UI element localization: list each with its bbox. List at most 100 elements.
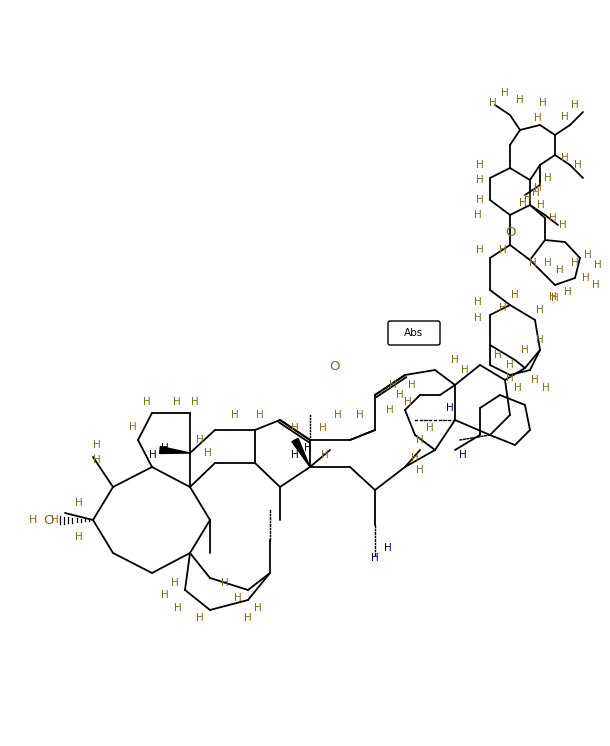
- Text: H: H: [544, 173, 552, 183]
- Text: H: H: [571, 258, 579, 268]
- Text: H: H: [582, 273, 590, 283]
- Text: H: H: [561, 112, 569, 122]
- Text: H: H: [476, 175, 484, 185]
- Text: H: H: [516, 95, 524, 105]
- Text: Abs: Abs: [404, 328, 423, 338]
- Text: H: H: [254, 603, 262, 613]
- Text: H: H: [534, 113, 542, 123]
- Text: H: H: [291, 423, 299, 433]
- Text: H: H: [234, 593, 242, 603]
- Text: H: H: [459, 450, 467, 460]
- Text: H: H: [544, 258, 552, 268]
- Text: H: H: [196, 613, 204, 623]
- Text: H: H: [171, 578, 179, 588]
- Text: H: H: [196, 435, 204, 445]
- Text: H: H: [256, 410, 264, 420]
- Text: H: H: [556, 265, 564, 275]
- Text: O: O: [330, 360, 340, 374]
- Text: H: H: [536, 335, 544, 345]
- Text: H: H: [559, 220, 567, 230]
- Text: H: H: [519, 198, 527, 208]
- Text: H: H: [411, 453, 419, 463]
- Text: H: H: [476, 160, 484, 170]
- Text: H: H: [143, 397, 151, 407]
- Text: H: H: [174, 603, 182, 613]
- Text: H: H: [511, 290, 519, 300]
- Text: H: H: [529, 258, 537, 268]
- Text: H: H: [514, 383, 522, 393]
- Text: H: H: [499, 245, 507, 255]
- Text: H: H: [499, 303, 507, 313]
- Text: H: H: [549, 213, 557, 223]
- Text: H: H: [474, 210, 482, 220]
- Text: H: H: [532, 188, 540, 198]
- Text: H: H: [356, 410, 364, 420]
- Text: H: H: [389, 380, 397, 390]
- Text: H: H: [75, 498, 83, 508]
- Text: H: H: [542, 383, 550, 393]
- Text: H: H: [574, 160, 582, 170]
- Text: H: H: [494, 350, 502, 360]
- Text: H: H: [161, 443, 169, 453]
- Text: H: H: [321, 450, 329, 460]
- Text: H: H: [221, 578, 229, 588]
- Text: H: H: [371, 553, 379, 563]
- Text: H: H: [29, 515, 37, 525]
- Text: H: H: [551, 293, 559, 303]
- Text: H: H: [51, 515, 59, 525]
- Text: H: H: [534, 183, 542, 193]
- Text: H: H: [549, 292, 557, 302]
- Text: H: H: [592, 280, 600, 290]
- Text: H: H: [161, 590, 169, 600]
- Text: H: H: [501, 88, 509, 98]
- Text: H: H: [384, 543, 392, 553]
- Text: H: H: [404, 397, 412, 407]
- Text: H: H: [474, 297, 482, 307]
- Polygon shape: [160, 447, 190, 454]
- Polygon shape: [292, 439, 310, 467]
- Text: H: H: [506, 360, 514, 370]
- Text: H: H: [539, 98, 547, 108]
- Text: H: H: [291, 450, 299, 460]
- Text: H: H: [489, 98, 497, 108]
- Text: H: H: [396, 390, 404, 400]
- Text: H: H: [129, 422, 137, 432]
- Text: H: H: [584, 250, 592, 260]
- Text: H: H: [426, 423, 434, 433]
- Text: H: H: [173, 397, 181, 407]
- Text: H: H: [571, 100, 579, 110]
- Text: H: H: [191, 397, 199, 407]
- Text: H: H: [93, 455, 101, 465]
- Text: H: H: [506, 373, 514, 383]
- Text: H: H: [524, 193, 532, 203]
- Text: H: H: [75, 532, 83, 542]
- Text: H: H: [476, 195, 484, 205]
- Text: H: H: [537, 200, 545, 210]
- Text: H: H: [149, 450, 157, 460]
- Text: H: H: [304, 443, 312, 453]
- Text: H: H: [93, 440, 101, 450]
- Text: H: H: [408, 380, 416, 390]
- Text: H: H: [386, 405, 394, 415]
- Text: H: H: [461, 365, 469, 375]
- Text: H: H: [594, 260, 602, 270]
- Text: H: H: [521, 345, 529, 355]
- Text: H: H: [451, 355, 459, 365]
- Text: O: O: [43, 513, 53, 527]
- Text: H: H: [531, 375, 539, 385]
- Text: H: H: [319, 423, 327, 433]
- Text: H: H: [446, 403, 454, 413]
- Text: H: H: [416, 435, 424, 445]
- Text: H: H: [334, 410, 342, 420]
- Text: H: H: [561, 153, 569, 163]
- Text: H: H: [476, 245, 484, 255]
- Text: H: H: [474, 313, 482, 323]
- Text: H: H: [564, 287, 572, 297]
- Text: H: H: [244, 613, 252, 623]
- FancyBboxPatch shape: [388, 321, 440, 345]
- Text: H: H: [536, 305, 544, 315]
- Text: H: H: [204, 448, 212, 458]
- Text: O: O: [504, 225, 515, 239]
- Text: H: H: [231, 410, 239, 420]
- Text: H: H: [416, 465, 424, 475]
